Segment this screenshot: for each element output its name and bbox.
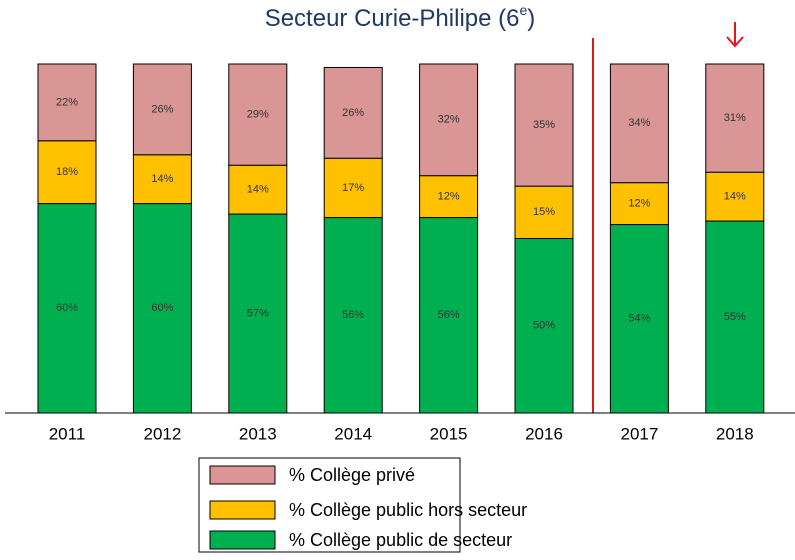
data-label: 26% (342, 107, 364, 119)
bar-segment (609, 224, 669, 414)
data-label: 50% (533, 320, 555, 332)
bar-segment (419, 63, 479, 177)
data-label: 55% (724, 311, 746, 323)
data-label: 54% (628, 313, 650, 325)
x-tick-label: 2011 (49, 424, 86, 443)
data-label: 34% (628, 117, 650, 129)
title-superscript: e (519, 2, 527, 18)
x-tick-label: 2014 (334, 424, 372, 443)
data-label: 56% (438, 309, 460, 321)
data-label: 57% (247, 307, 269, 319)
legend-swatch (209, 500, 276, 520)
data-label: 31% (724, 112, 746, 124)
bar-segment (705, 171, 765, 222)
legend-label: % Collège privé (289, 465, 415, 485)
data-label: 12% (628, 198, 650, 210)
data-label: 26% (151, 103, 173, 115)
bar-segment (514, 238, 574, 414)
bar-segment (514, 185, 574, 239)
data-label: 18% (56, 166, 78, 178)
title-main: Secteur Curie-Philipe (6 (265, 5, 520, 32)
data-label: 22% (56, 96, 78, 108)
x-tick-label: 2018 (716, 424, 754, 443)
data-label: 14% (247, 184, 269, 196)
bar-segment (132, 63, 192, 156)
bar-segment (609, 63, 669, 184)
bar-segment (132, 154, 192, 205)
x-tick-label: 2012 (143, 424, 181, 443)
bar-segment (323, 66, 383, 159)
bar-segment (228, 63, 288, 166)
bar-segment (228, 213, 288, 414)
bar-segment (419, 175, 479, 219)
arrow (726, 22, 744, 48)
bar-segment (132, 203, 192, 414)
chart-title: Secteur Curie-Philipe (6e) (265, 2, 536, 33)
data-label: 15% (533, 206, 555, 218)
legend-label: % Collège public hors secteur (289, 500, 527, 520)
bar-segment (37, 63, 97, 142)
data-label: 35% (533, 119, 555, 131)
data-label: 17% (342, 182, 364, 194)
bar-segment (705, 63, 765, 173)
data-label: 14% (724, 191, 746, 203)
x-tick-label: 2016 (525, 424, 563, 443)
bar-segment (514, 63, 574, 187)
bar-segment (228, 164, 288, 215)
data-label: 29% (247, 109, 269, 121)
bar-segment (705, 220, 765, 414)
legend-label: % Collège public de secteur (289, 530, 512, 550)
bar-segment (37, 140, 97, 205)
bar-segment (419, 217, 479, 414)
data-label: 56% (342, 309, 364, 321)
data-label: 60% (56, 302, 78, 314)
x-tick-label: 2017 (620, 424, 658, 443)
x-tick-label: 2015 (430, 424, 468, 443)
bar-segment (323, 217, 383, 414)
legend-swatch (209, 465, 276, 485)
title-end: ) (527, 5, 535, 32)
legend-swatch (209, 530, 276, 550)
data-label: 60% (151, 302, 173, 314)
data-label: 32% (438, 114, 460, 126)
data-label: 14% (151, 173, 173, 185)
bar-segment (323, 157, 383, 219)
data-label: 12% (438, 191, 460, 203)
x-tick-label: 2013 (239, 424, 277, 443)
